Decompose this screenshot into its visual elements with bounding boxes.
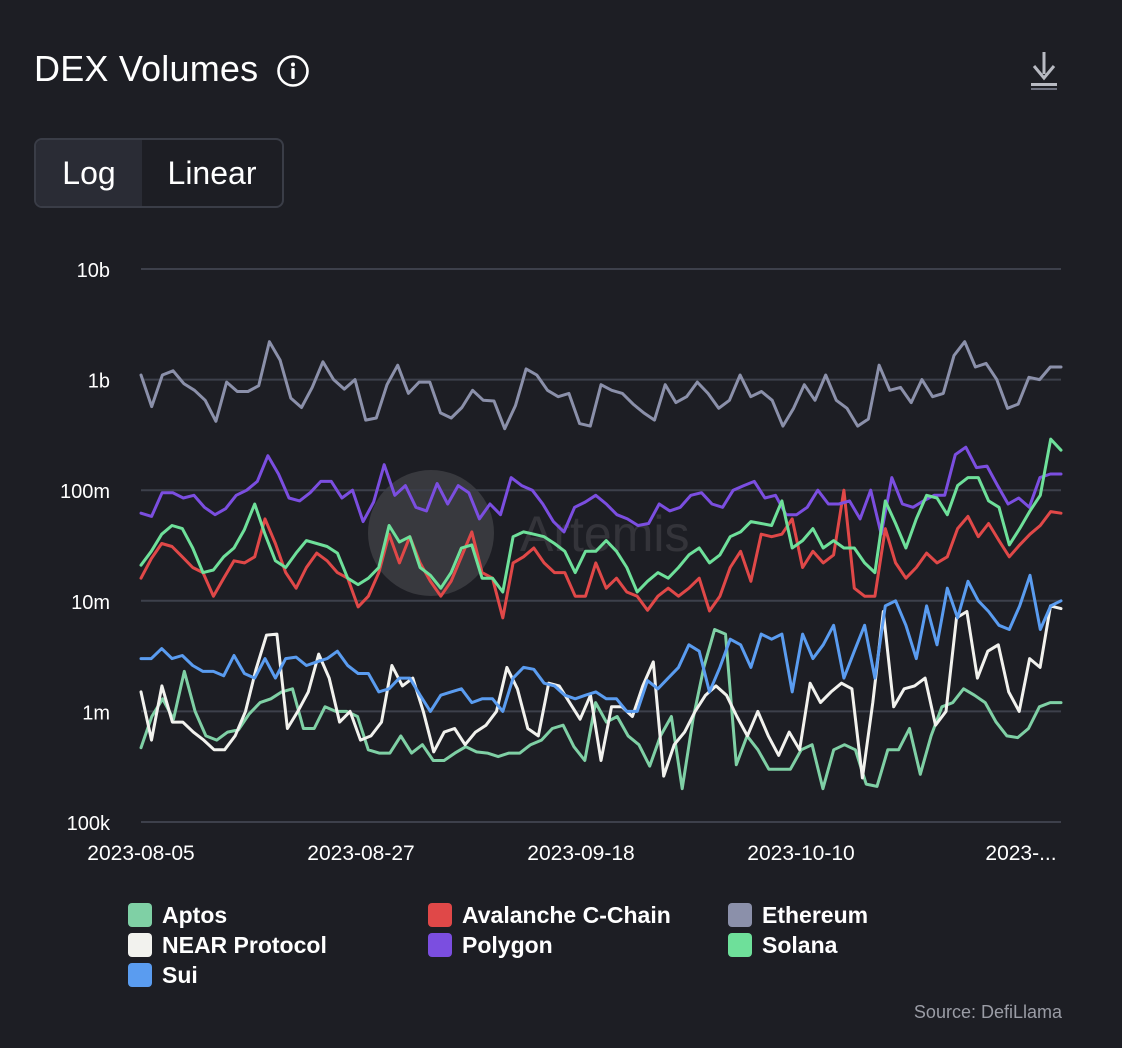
y-tick-label: 10m: [71, 592, 110, 614]
series-line-solana: [139, 437, 1063, 594]
legend-item[interactable]: Avalanche C-Chain: [428, 900, 671, 930]
legend: Aptos Avalanche C-Chain Ethereum NEAR Proto…: [128, 900, 1088, 995]
chart-title: DEX Volumes: [34, 48, 259, 89]
legend-swatch: [128, 963, 152, 987]
info-circle-icon[interactable]: [276, 54, 310, 88]
legend-item[interactable]: Solana: [728, 930, 837, 960]
legend-item[interactable]: NEAR Protocol: [128, 930, 327, 960]
series-line-avalanche-c-chain: [139, 488, 1063, 620]
y-axis: 10b 1b 100m 10m 1m 100k: [60, 260, 111, 835]
source-note: Source: DefiLlama: [913, 1002, 1062, 1022]
legend-label: Sui: [162, 961, 198, 988]
series-line-ethereum: [139, 340, 1063, 431]
x-axis: 2023-08-05 2023-08-27 2023-09-18 2023-10-10…: [87, 842, 1056, 865]
y-tick-label: 1b: [88, 371, 110, 393]
y-tick-label: 10b: [77, 260, 110, 282]
legend-item[interactable]: Sui: [128, 960, 198, 990]
legend-label: Aptos: [162, 901, 228, 928]
legend-label: NEAR Protocol: [162, 931, 327, 958]
legend-label: Solana: [762, 931, 838, 958]
series-line-polygon: [139, 445, 1063, 536]
legend-swatch: [128, 903, 152, 927]
download-icon[interactable]: [1028, 50, 1060, 92]
x-tick-label: 2023-08-27: [307, 842, 414, 865]
series-line-sui: [139, 573, 1063, 713]
legend-swatch: [428, 933, 452, 957]
legend-swatch: [728, 903, 752, 927]
x-tick-label: 2023-08-05: [87, 842, 194, 865]
legend-label: Polygon: [462, 931, 553, 958]
watermark-text: Artemis: [520, 506, 689, 562]
y-tick-label: 100k: [67, 813, 111, 835]
scale-toggle: Log Linear: [34, 138, 284, 208]
legend-item[interactable]: Polygon: [428, 930, 553, 960]
legend-swatch: [128, 933, 152, 957]
grid: [141, 268, 1061, 823]
log-scale-button[interactable]: Log: [36, 140, 142, 206]
x-tick-label: 2023-10-10: [747, 842, 854, 865]
y-tick-label: 1m: [82, 702, 110, 724]
x-tick-label: 2023-09-18: [527, 842, 634, 865]
legend-swatch: [428, 903, 452, 927]
watermark-logo: [368, 470, 494, 596]
linear-scale-button[interactable]: Linear: [142, 140, 282, 206]
series-line-near-protocol: [139, 604, 1063, 780]
series-lines: [139, 340, 1063, 791]
legend-item[interactable]: Ethereum: [728, 900, 868, 930]
y-tick-label: 100m: [60, 481, 110, 503]
legend-item[interactable]: Aptos: [128, 900, 227, 930]
legend-label: Avalanche C-Chain: [462, 901, 671, 928]
legend-swatch: [728, 933, 752, 957]
series-line-aptos: [139, 628, 1063, 791]
legend-label: Ethereum: [762, 901, 869, 928]
x-tick-label: 2023-...: [985, 842, 1056, 865]
